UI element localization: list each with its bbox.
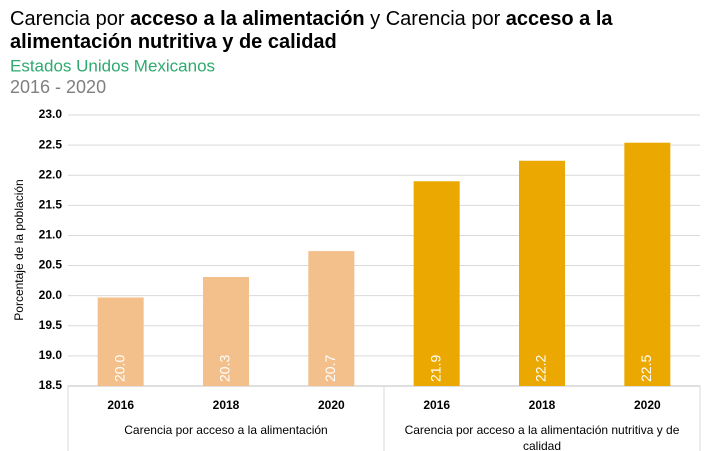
x-tick-label: 2020 — [634, 398, 661, 412]
data-label: 20.0 — [111, 355, 127, 382]
bar — [97, 297, 144, 386]
x-tick-label: 2018 — [213, 398, 240, 412]
title-part: acceso a la — [506, 8, 614, 30]
chart-title: Carencia por acceso a la alimentación y … — [10, 8, 613, 30]
data-label: 20.3 — [217, 355, 233, 382]
y-tick-label: 19.0 — [39, 348, 63, 362]
data-label: 20.7 — [322, 355, 338, 382]
title-part: acceso a la alimentación — [130, 8, 365, 30]
y-tick-label: 19.5 — [39, 318, 63, 332]
bar — [203, 276, 249, 386]
chart-title: alimentación nutritiva y de calidad — [10, 31, 337, 53]
title-part: alimentación nutritiva y de calidad — [10, 31, 337, 53]
x-tick-label: 2016 — [423, 398, 450, 412]
y-tick-label: 22.0 — [39, 167, 63, 181]
chart-subtitle: Estados Unidos Mexicanos — [10, 56, 215, 75]
group-label: Carencia por acceso a la alimentación nu… — [404, 423, 680, 451]
data-label: 22.5 — [638, 355, 654, 382]
y-tick-label: 20.5 — [39, 258, 63, 272]
y-axis-label: Porcentaje de la población — [12, 179, 26, 320]
bar — [413, 181, 460, 386]
y-tick-label: 21.5 — [39, 198, 63, 212]
bar — [308, 251, 355, 386]
y-tick-label: 23.0 — [39, 107, 63, 121]
group-label: Carencia por acceso a la alimentación — [124, 423, 328, 437]
y-tick-label: 22.5 — [39, 137, 63, 151]
title-part: Carencia por — [10, 8, 130, 30]
x-tick-label: 2016 — [107, 398, 134, 412]
x-tick-label: 2020 — [318, 398, 345, 412]
data-label: 22.2 — [533, 355, 549, 382]
y-tick-label: 21.0 — [39, 228, 63, 242]
x-tick-label: 2018 — [529, 398, 556, 412]
bar — [519, 160, 565, 386]
chart-period: 2016 - 2020 — [10, 77, 106, 97]
y-tick-label: 18.5 — [39, 378, 63, 392]
y-tick-label: 20.0 — [39, 288, 63, 302]
data-label: 21.9 — [427, 355, 443, 382]
title-part: y Carencia por — [365, 8, 506, 30]
bar — [624, 142, 671, 386]
